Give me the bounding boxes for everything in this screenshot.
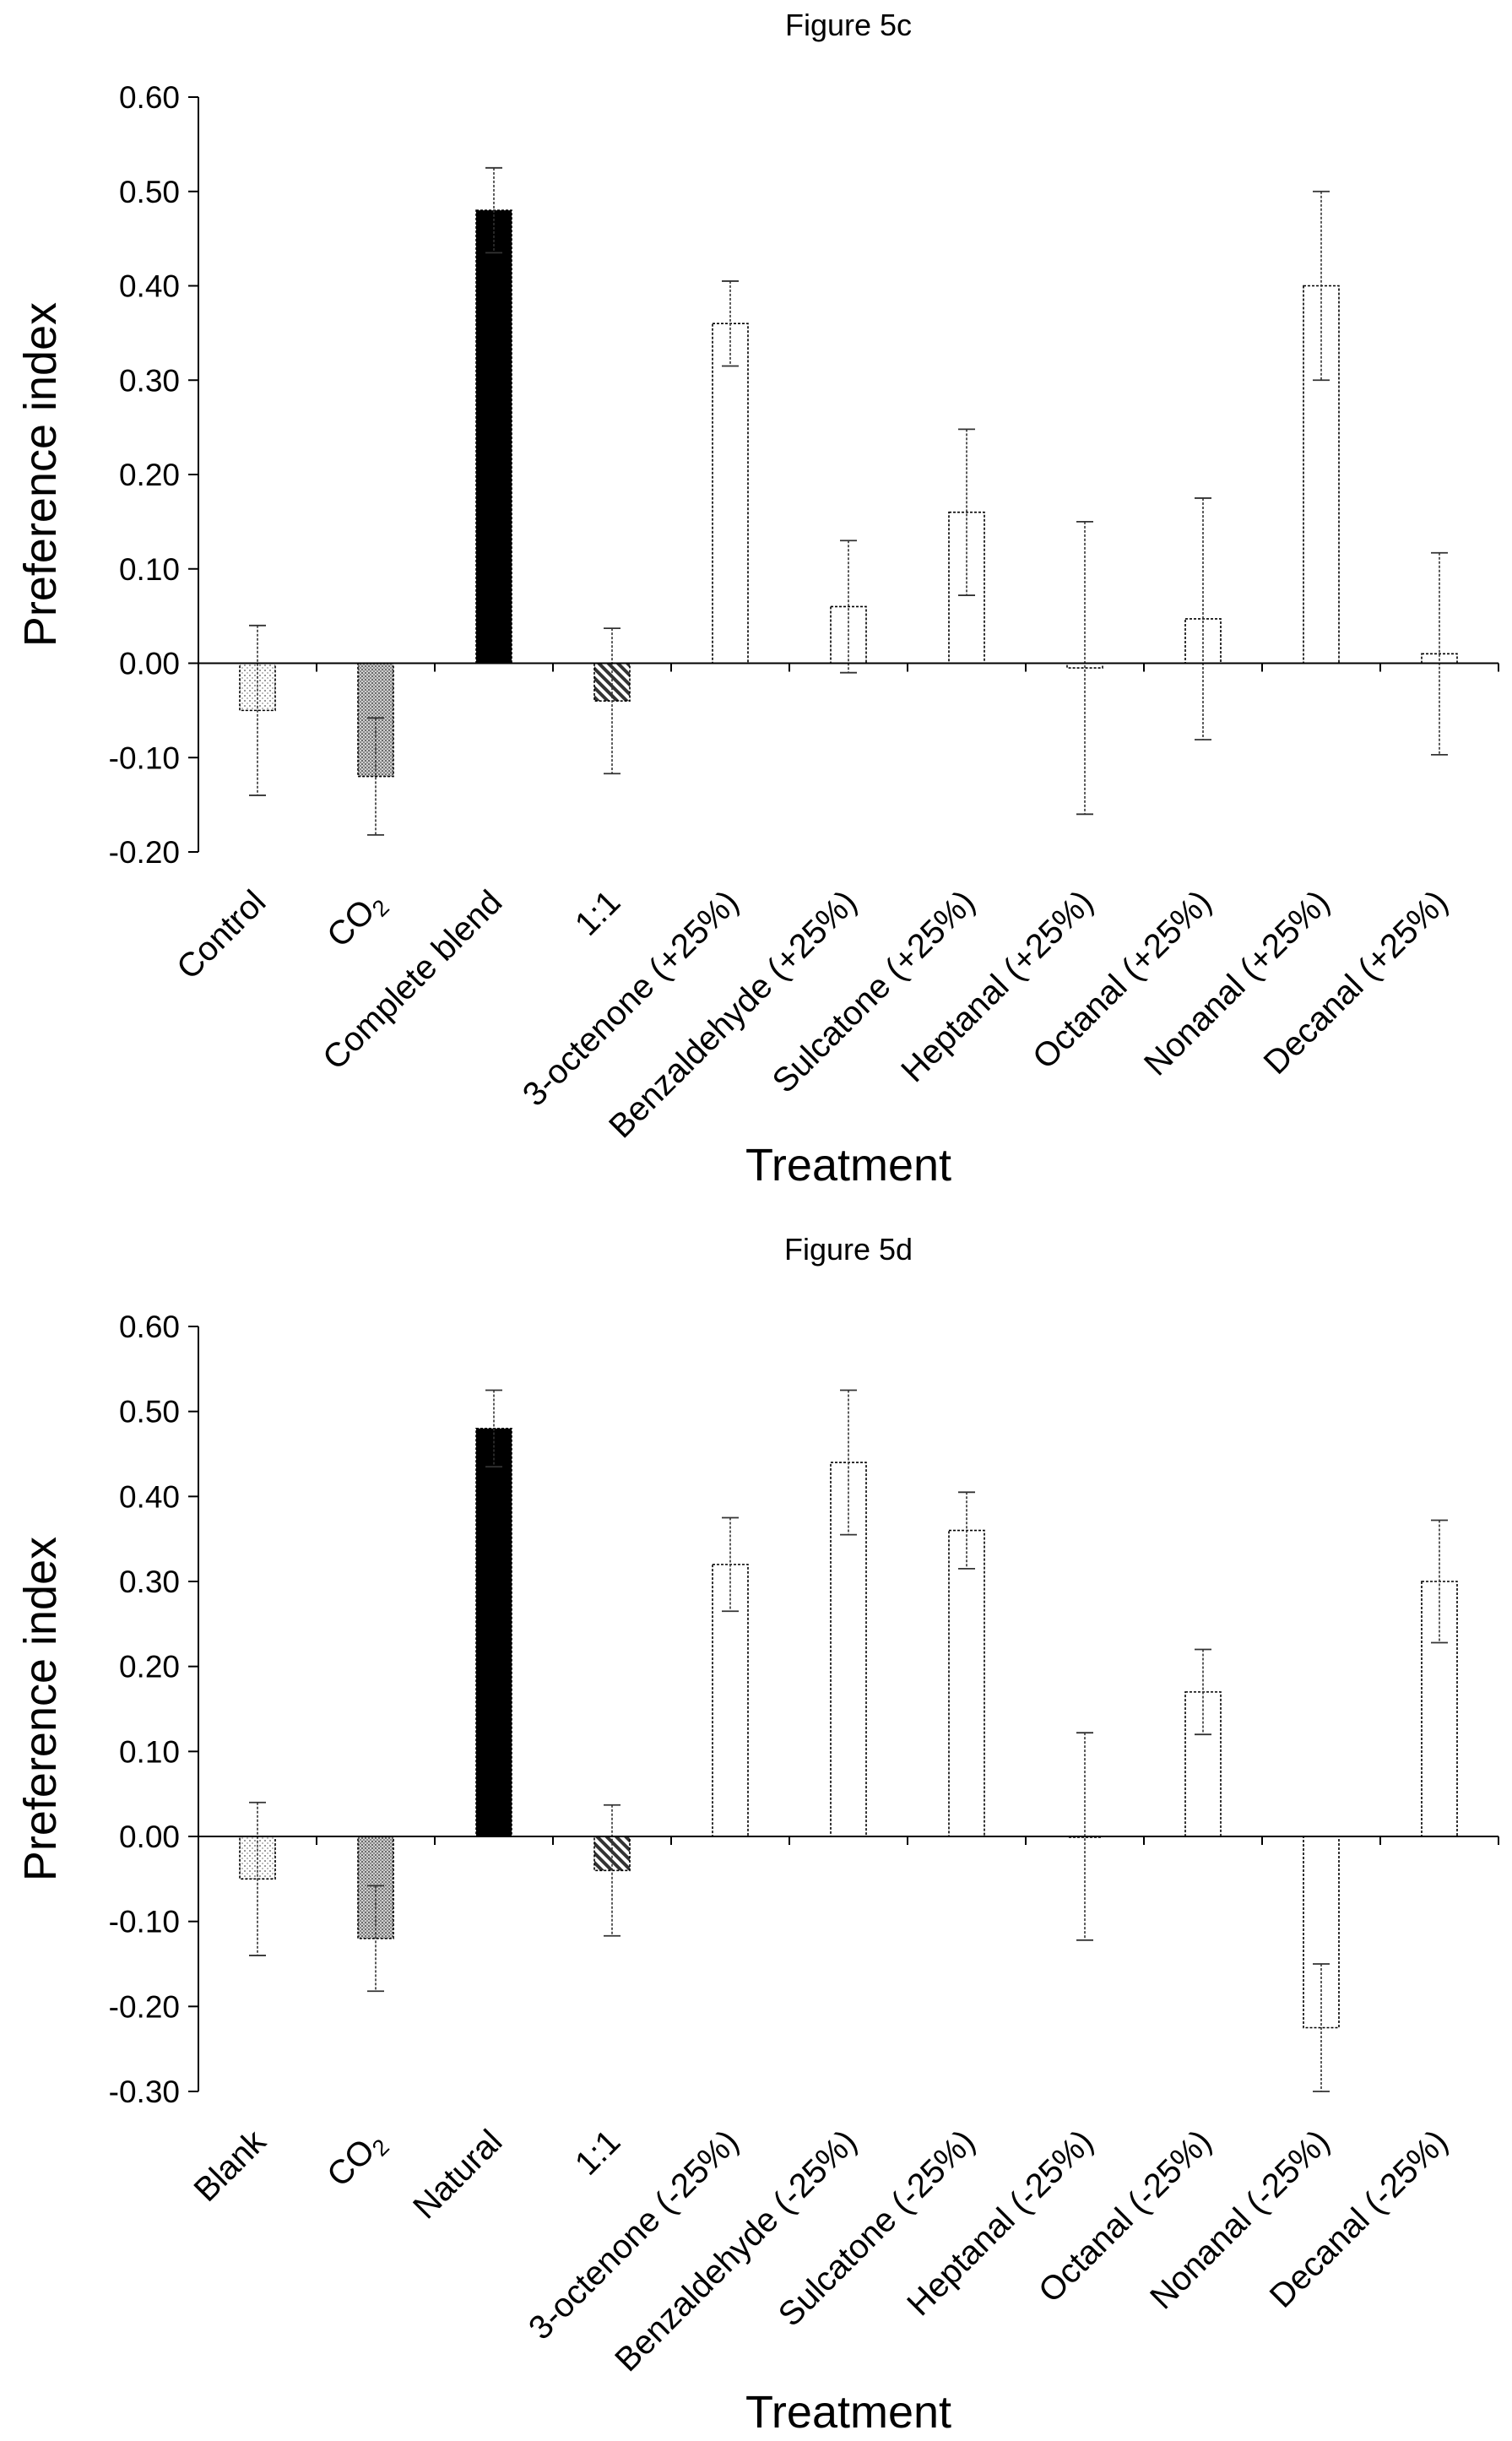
fig5c-y-tick-label: -0.20 xyxy=(109,835,180,870)
fig5c-y-tick-label: 0.40 xyxy=(119,269,180,304)
fig5d-y-tick-label: 0.50 xyxy=(119,1395,180,1429)
fig5d-y-tick-label: 0.30 xyxy=(119,1565,180,1599)
fig5c-bar xyxy=(1303,285,1340,664)
fig5d-category-label: Natural xyxy=(406,2123,509,2226)
fig5c-y-tick-label: -0.10 xyxy=(109,740,180,775)
fig5c-category-label: 1:1 xyxy=(568,883,627,942)
fig5d-bar xyxy=(475,1428,512,1837)
fig5d-title: Figure 5d xyxy=(784,1232,913,1267)
fig5d-bar xyxy=(712,1564,749,1837)
fig5d-y-tick-label: 0.20 xyxy=(119,1650,180,1684)
fig5c-chart: Figure 5c -0.20 -0.10 0.00 0.10 0.20 0.30 0.40 0… xyxy=(15,8,1499,1191)
fig5c-x-axis-label: Treatment xyxy=(745,1140,951,1191)
fig5d-bar xyxy=(1184,1691,1222,1837)
fig5d-y-tick-label: 0.10 xyxy=(119,1734,180,1769)
fig5c-category-label: CO2 xyxy=(320,883,394,957)
fig5c-bar xyxy=(475,209,512,664)
fig5c-y-tick-label: 0.60 xyxy=(119,80,180,115)
fig5d-category-label: Sulcatone (-25%) xyxy=(772,2123,983,2334)
fig5c-category-label: 3-octenone (+25%) xyxy=(516,883,745,1113)
fig5d-category-label: 1:1 xyxy=(568,2123,627,2182)
fig5c-y-tick-label: 0.50 xyxy=(119,175,180,209)
fig5d-y-tick-label: -0.10 xyxy=(109,1905,180,1939)
fig5d-chart: Figure 5d -0.30 -0.20 -0.10 0.00 0.10 0.20 0.30… xyxy=(15,1232,1499,2438)
fig5c-y-tick-label: 0.00 xyxy=(119,647,180,681)
fig5d-y-tick-label: -0.30 xyxy=(109,2075,180,2109)
fig5d-y-tick-label: 0.00 xyxy=(119,1820,180,1854)
fig5c-y-tick-label: 0.20 xyxy=(119,458,180,492)
fig5d-bar xyxy=(830,1462,867,1837)
fig5d-x-axis-label: Treatment xyxy=(745,2387,951,2438)
fig5d-category-label: CO2 xyxy=(320,2123,394,2197)
fig5d-bar xyxy=(948,1529,985,1837)
fig5c-y-tick-label: 0.10 xyxy=(119,552,180,587)
fig5c-y-axis-label: Preference index xyxy=(15,302,66,647)
fig5c-bar xyxy=(712,323,749,664)
fig5d-category-label: 3-octenone (-25%) xyxy=(522,2123,745,2346)
fig5d-category-label: Benzaldehyde (-25%) xyxy=(608,2123,864,2379)
fig5c-title: Figure 5c xyxy=(785,8,912,42)
fig5c-y-tick-label: 0.30 xyxy=(119,363,180,398)
fig5d-y-tick-label: 0.40 xyxy=(119,1479,180,1514)
fig5d-y-axis-label: Preference index xyxy=(15,1537,66,1881)
fig5c-category-label: Sulcatone (+25%) xyxy=(766,883,983,1100)
fig5d-y-tick-label: 0.60 xyxy=(119,1310,180,1344)
fig5c-bar xyxy=(593,662,631,702)
fig5d-category-label: Blank xyxy=(187,2123,274,2210)
fig5c-category-label: Control xyxy=(170,883,273,986)
fig5d-y-tick-label: -0.20 xyxy=(109,1989,180,2024)
